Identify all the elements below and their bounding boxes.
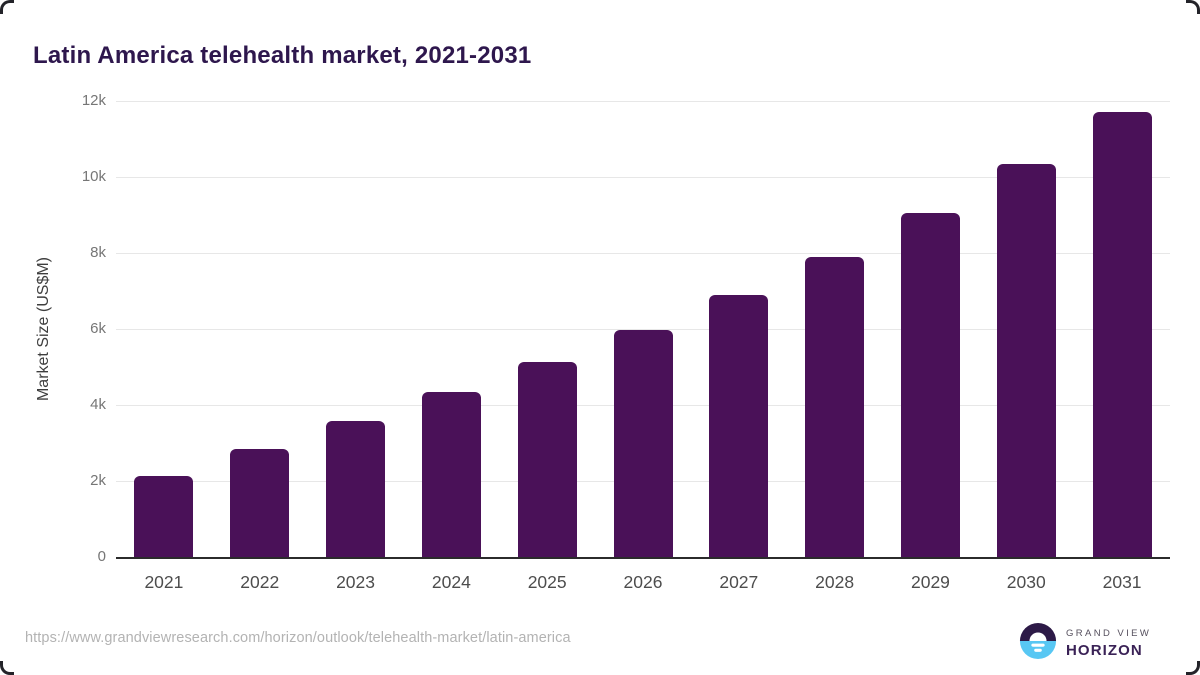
corner-mark-top-left (0, 0, 14, 14)
chart-title: Latin America telehealth market, 2021-20… (33, 42, 532, 70)
y-tick-label-10k: 10k (81, 168, 106, 185)
y-tick-label-2k: 2k (90, 472, 106, 489)
y-tick-label-8k: 8k (90, 244, 106, 261)
corner-mark-bottom-left (0, 661, 14, 675)
bar-2023 (326, 421, 386, 557)
corner-mark-top-right (1186, 0, 1200, 14)
bar-2026 (613, 330, 673, 557)
plot-area (116, 101, 1170, 559)
x-axis-label-2030: 2030 (1006, 572, 1046, 592)
x-axis-label-2024: 2024 (431, 572, 471, 592)
gridline-12k (116, 101, 1170, 102)
bar-2025 (517, 362, 577, 557)
bar-2022 (230, 449, 290, 557)
y-tick-label-4k: 4k (90, 396, 106, 413)
bar-2024 (421, 392, 481, 557)
y-tick-label-12k: 12k (81, 92, 106, 109)
logo-text: GRAND VIEW HORIZON (1066, 628, 1151, 659)
y-tick-label-0: 0 (97, 548, 106, 565)
x-axis-label-2027: 2027 (719, 572, 759, 592)
gridline-6k (116, 329, 1170, 330)
x-axis-label-2023: 2023 (336, 572, 375, 592)
bar-2028 (805, 257, 865, 557)
bar-2027 (709, 295, 769, 557)
logo-text-grand-view: GRAND VIEW (1066, 628, 1152, 639)
x-axis-label-2031: 2031 (1102, 572, 1142, 592)
x-axis-label-2029: 2029 (910, 572, 950, 592)
x-axis-label-2028: 2028 (815, 572, 855, 592)
gridline-10k (116, 177, 1170, 178)
logo-text-horizon: HORIZON (1066, 642, 1143, 659)
x-axis-label-2025: 2025 (527, 572, 567, 592)
y-tick-label-6k: 6k (90, 320, 106, 337)
bar-2030 (996, 164, 1056, 557)
corner-mark-bottom-right (1186, 661, 1200, 675)
x-axis-label-2021: 2021 (144, 572, 184, 592)
x-axis-label-2022: 2022 (240, 572, 280, 592)
source-url: https://www.grandviewresearch.com/horizo… (25, 630, 571, 646)
bar-2021 (134, 476, 194, 557)
bar-2031 (1092, 112, 1152, 557)
horizon-sun-icon (1019, 622, 1057, 665)
x-axis-label-2026: 2026 (623, 572, 663, 592)
grand-view-horizon-logo: GRAND VIEW HORIZON (1019, 622, 1151, 665)
gridline-8k (116, 253, 1170, 254)
bar-2029 (900, 213, 960, 557)
